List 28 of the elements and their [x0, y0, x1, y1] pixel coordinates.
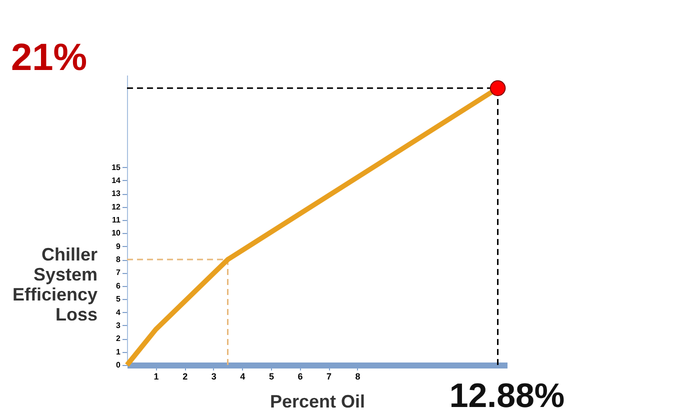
- x-tick-label: 7: [326, 372, 332, 382]
- y-tick-label: 1: [116, 347, 122, 356]
- y-tick-label: 4: [116, 308, 122, 317]
- y-tick-label: 6: [116, 281, 122, 290]
- y-tick-label: 2: [116, 334, 122, 344]
- x-tick-label: 4: [240, 372, 246, 382]
- y-tick-label: 5: [116, 294, 122, 304]
- text: 12.88%: [449, 377, 565, 415]
- x-tick-label: 3: [211, 372, 216, 382]
- y-tick-label: 12: [112, 202, 122, 212]
- y-axis-title: Chiller System Efficiency Loss: [12, 244, 98, 324]
- x-tick-label: 1: [154, 372, 159, 382]
- x-axis-title: Percent Oil: [270, 392, 366, 412]
- y-tick-label: 3: [116, 320, 122, 330]
- y-tick-label: 13: [112, 189, 122, 198]
- y-tick-label: 7: [116, 268, 122, 278]
- x-tick-label: 8: [355, 372, 360, 382]
- y-tick-label: 14: [112, 176, 122, 185]
- x-tick-label: 2: [182, 372, 188, 382]
- y-tick-label: 0: [116, 360, 122, 370]
- text: 21%: [10, 37, 87, 79]
- y-tick-label: 11: [112, 216, 122, 224]
- y-tick-label: 8: [116, 255, 122, 264]
- x-tick-label: 5: [268, 372, 274, 382]
- y-tick-label: 10: [112, 228, 122, 238]
- y-tick-label: 9: [116, 242, 122, 251]
- y-tick-label: 15: [112, 162, 122, 172]
- x-tick-label: 6: [298, 372, 303, 382]
